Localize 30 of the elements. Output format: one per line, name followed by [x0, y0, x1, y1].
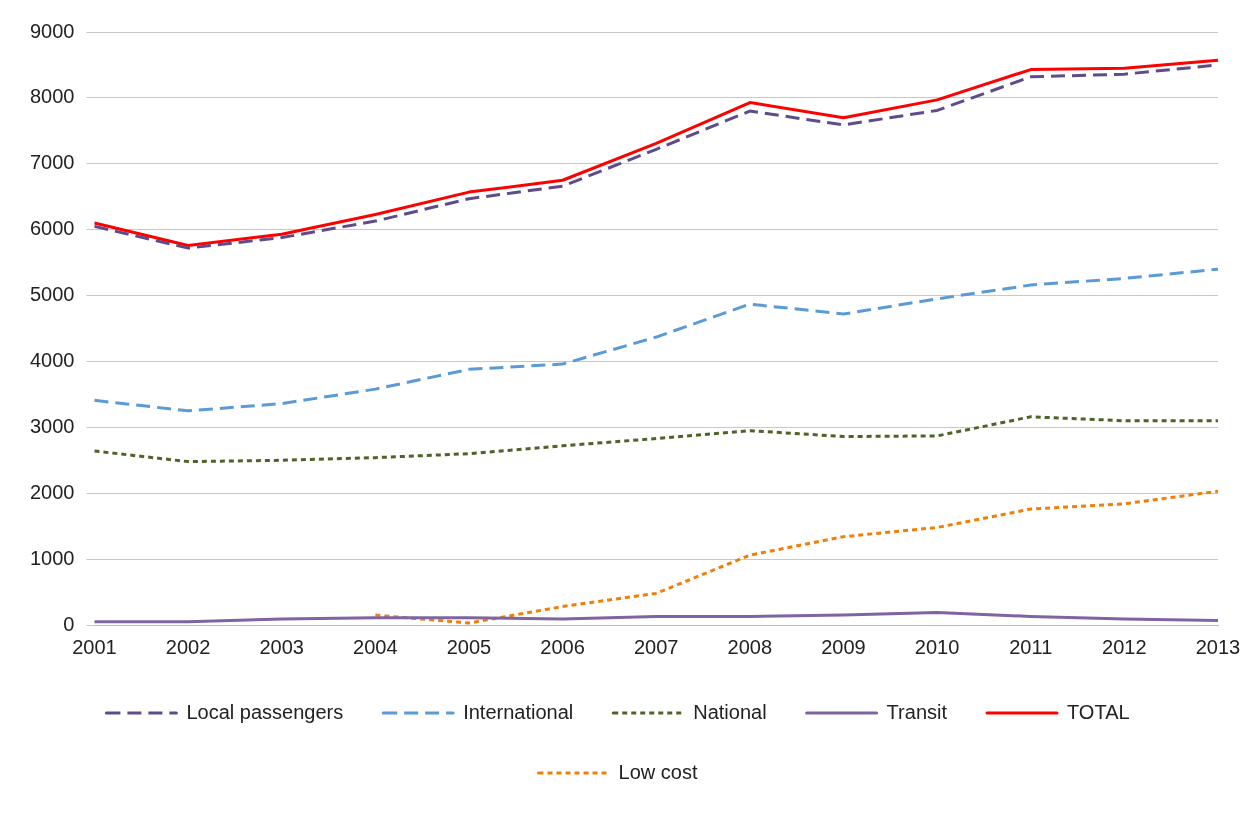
legend-label: Local passengers — [186, 700, 344, 723]
y-tick-label: 9000 — [29, 19, 75, 42]
legend-label: TOTAL — [1067, 700, 1130, 723]
x-tick-label: 2003 — [259, 635, 304, 658]
x-tick-label: 2009 — [821, 635, 866, 658]
x-tick-label: 2010 — [914, 635, 960, 658]
y-tick-label: 7000 — [29, 151, 75, 174]
legend-label: Transit — [886, 700, 948, 723]
y-tick-label: 6000 — [29, 217, 75, 240]
line-series — [373, 489, 1220, 625]
x-tick-label: 2011 — [1009, 635, 1053, 658]
x-tick-label: 2002 — [165, 635, 211, 658]
y-tick-label: 8000 — [29, 85, 75, 108]
x-tick-label: 2008 — [727, 635, 773, 658]
x-tick-label: 2004 — [353, 635, 398, 658]
x-tick-label: 2001 — [72, 635, 117, 658]
legend-label: Low cost — [618, 760, 698, 783]
legend-label: National — [693, 700, 767, 723]
legend-label: International — [463, 700, 574, 723]
y-tick-label: 4000 — [29, 348, 75, 371]
x-tick-label: 2007 — [634, 635, 679, 658]
x-tick-label: 2006 — [540, 635, 585, 658]
y-tick-label: 3000 — [29, 414, 75, 437]
y-tick-label: 5000 — [29, 283, 75, 306]
x-tick-label: 2013 — [1195, 635, 1241, 658]
x-tick-label: 2012 — [1102, 635, 1147, 658]
y-tick-label: 1000 — [29, 546, 75, 569]
y-tick-label: 2000 — [29, 480, 75, 503]
y-tick-label: 0 — [63, 612, 75, 635]
x-tick-label: 2005 — [446, 635, 492, 658]
